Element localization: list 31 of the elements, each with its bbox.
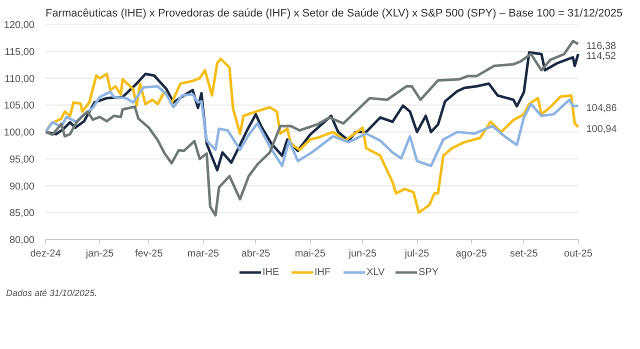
y-tick-label: 110,00 <box>4 74 35 85</box>
annotation: 104,86 <box>586 102 618 114</box>
x-tick-label: abr-25 <box>241 248 271 260</box>
x-tick-label: jul-25 <box>404 248 430 260</box>
x-tick-label: ago-25 <box>456 248 488 260</box>
x-tick-label: mar-25 <box>187 248 220 260</box>
x-tick-label: set-25 <box>510 248 538 260</box>
x-tick-label: fev-25 <box>134 248 164 260</box>
line-series <box>46 85 580 168</box>
chart-title: Farmacêuticas (IHE) x Provedoras de saúde (IHF) x Setor de Saúde (XLV) x S&P 500 (SPY) – Base 100 = 31/12/2025 <box>46 8 623 20</box>
y-tick-label: 85,00 <box>9 208 35 220</box>
legend-label: IHF <box>314 266 332 278</box>
x-tick-label: jan-25 <box>84 248 114 260</box>
y-tick-label: 100,00 <box>4 128 35 138</box>
x-tick-label: dez-24 <box>30 248 62 260</box>
annotation: 100,94 <box>586 124 618 135</box>
y-tick-label: 80,00 <box>9 235 35 246</box>
text: Dados até 31/10/2025. <box>6 287 98 300</box>
y-tick-label: 120,00 <box>4 20 35 31</box>
y-tick-label: 115,00 <box>4 46 35 58</box>
x-tick-label: mai-25 <box>294 248 326 260</box>
y-tick-label: 105,00 <box>4 100 35 112</box>
x-tick-label: out-25 <box>564 248 593 260</box>
x-tick-label: jun-25 <box>348 248 378 260</box>
legend-label: IHE <box>262 266 280 278</box>
legend-label: SPY <box>418 266 439 278</box>
annotation: 114,52 <box>586 50 616 62</box>
legend-label: XLV <box>366 266 386 278</box>
y-tick-label: 95,00 <box>9 154 35 166</box>
y-tick-label: 90,00 <box>9 181 35 192</box>
annotation: 116,38 <box>586 40 616 52</box>
